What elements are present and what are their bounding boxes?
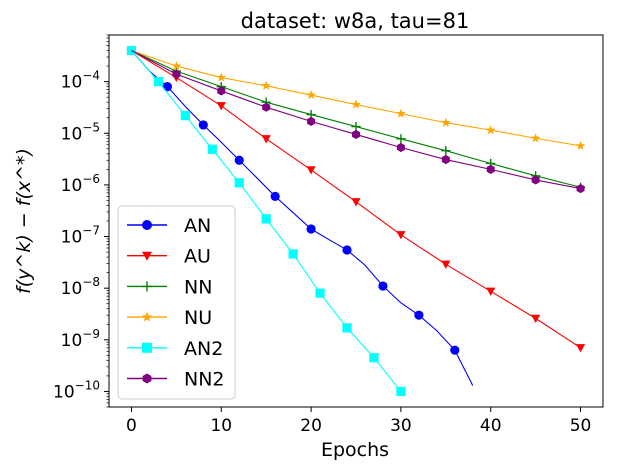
data-point <box>530 133 541 143</box>
series-au <box>131 50 586 353</box>
series-line-nn <box>131 50 581 188</box>
data-point <box>396 386 406 397</box>
legend-item: AN <box>127 215 211 237</box>
data-point <box>351 121 361 132</box>
x-tick-label: 20 <box>300 416 322 436</box>
data-point <box>306 224 316 234</box>
x-axis-label: Epochs <box>321 439 389 461</box>
data-point <box>216 102 226 111</box>
data-point <box>486 164 495 174</box>
series-nn2 <box>131 50 585 194</box>
data-point <box>180 110 190 121</box>
data-point <box>396 142 405 153</box>
y-tick-label: 10−10 <box>53 378 100 402</box>
data-point <box>306 89 316 100</box>
data-point <box>270 191 280 201</box>
legend-label: AU <box>184 246 211 268</box>
data-point <box>307 116 316 126</box>
data-point <box>315 288 325 298</box>
chart-title: dataset: w8a, tau=81 <box>241 9 470 33</box>
data-point <box>441 146 451 156</box>
data-point <box>162 82 172 92</box>
data-point <box>369 353 379 363</box>
y-tick-label: 10−6 <box>61 172 100 196</box>
data-point <box>261 135 271 144</box>
data-point <box>441 260 451 269</box>
series-an <box>126 45 474 386</box>
legend-label: AN2 <box>184 338 223 360</box>
data-point <box>234 155 244 165</box>
data-point <box>441 154 450 165</box>
legend-marker <box>142 373 152 384</box>
x-tick-label: 50 <box>570 416 592 436</box>
x-tick-label: 0 <box>126 416 137 436</box>
data-point <box>261 80 271 90</box>
legend-marker <box>142 220 152 230</box>
legend-label: AN <box>184 215 211 237</box>
legend: AN AU NN NU AN2 NN2 <box>117 205 236 400</box>
data-point <box>351 99 361 109</box>
legend-label: NN <box>184 276 212 298</box>
data-point <box>198 120 208 130</box>
svg-text:f(y^k) − f(x^*): f(y^k) − f(x^*) <box>13 148 35 294</box>
y-tick-label: 10−8 <box>61 275 100 299</box>
data-point <box>414 310 424 320</box>
data-point <box>531 175 540 185</box>
data-point <box>575 140 586 150</box>
legend-item: AN2 <box>127 338 223 360</box>
data-point <box>575 344 586 353</box>
data-point <box>396 134 406 144</box>
data-point <box>342 323 352 333</box>
y-axis-label: f(y^k) − f(x^*) <box>13 148 35 294</box>
y-tick-label: 10−5 <box>61 120 100 144</box>
x-tick-label: 30 <box>390 416 412 436</box>
legend-marker <box>142 342 152 353</box>
legend-item: NU <box>127 307 212 329</box>
data-point <box>351 198 361 207</box>
data-point <box>396 108 406 118</box>
data-point <box>234 178 244 188</box>
data-point <box>306 166 316 175</box>
data-point <box>261 214 271 224</box>
data-point <box>485 125 496 135</box>
data-point <box>441 117 451 127</box>
data-point <box>450 345 460 355</box>
data-point <box>352 129 360 140</box>
legend-marker <box>142 281 152 292</box>
legend-label: NU <box>184 307 212 329</box>
legend-item: AU <box>127 246 211 268</box>
data-point <box>153 77 163 87</box>
x-tick-label: 10 <box>210 416 232 436</box>
series-nu <box>131 50 586 150</box>
x-tick-label: 40 <box>480 416 502 436</box>
legend-item: NN2 <box>127 369 225 391</box>
legend-label: NN2 <box>184 369 225 391</box>
data-point <box>576 183 585 194</box>
data-point <box>288 249 298 259</box>
y-tick-label: 10−7 <box>61 224 100 248</box>
data-point <box>531 314 541 323</box>
data-point <box>207 144 217 154</box>
series-an2 <box>126 45 406 397</box>
y-tick-label: 10−9 <box>61 327 100 351</box>
legend-marker <box>141 311 153 322</box>
data-point <box>342 245 352 255</box>
legend-item: NN <box>127 276 212 298</box>
data-point <box>172 69 181 79</box>
data-point <box>396 231 406 240</box>
data-point <box>262 102 271 112</box>
series-nn <box>131 50 586 192</box>
y-tick-label: 10−4 <box>61 69 100 93</box>
legend-marker <box>142 251 152 261</box>
data-point <box>217 86 226 96</box>
data-point <box>486 287 496 296</box>
data-point <box>216 72 227 82</box>
data-point <box>171 61 182 71</box>
data-point <box>378 281 388 291</box>
